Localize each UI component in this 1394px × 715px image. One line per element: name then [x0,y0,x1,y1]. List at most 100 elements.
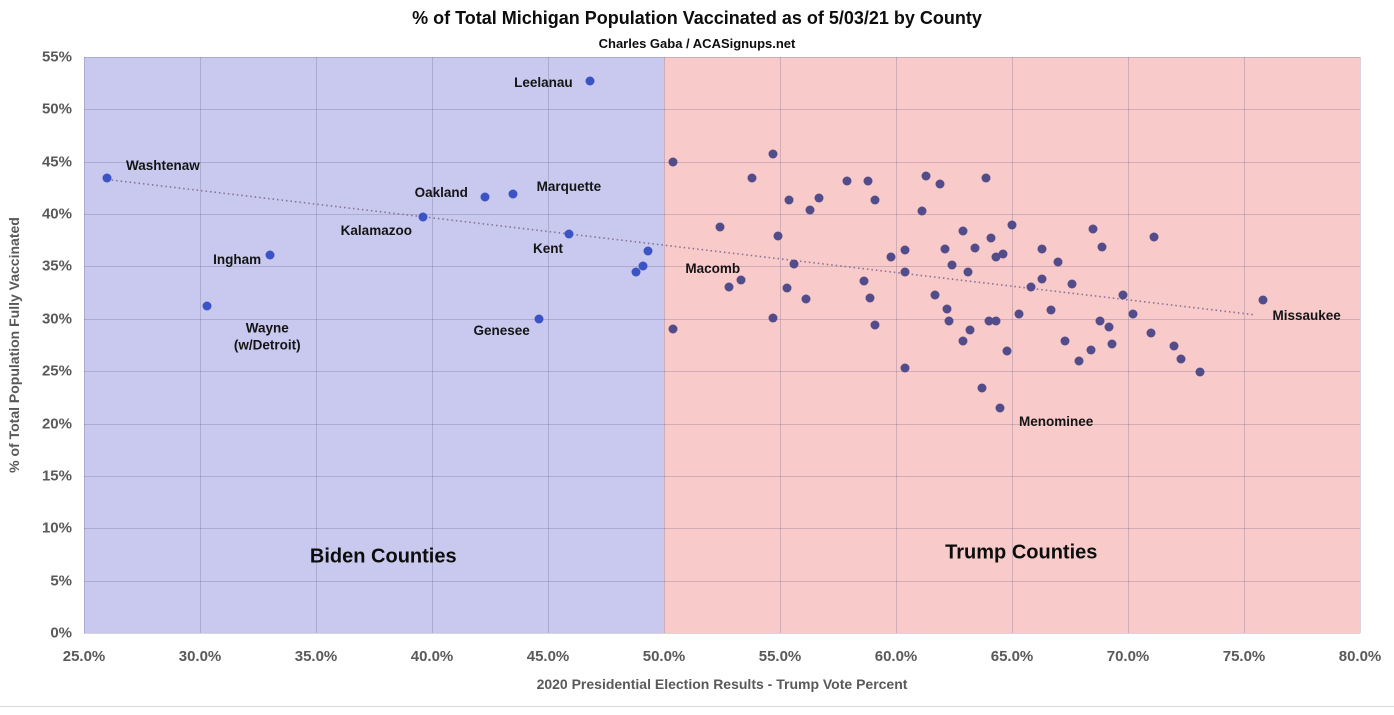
county-label-line: Missaukee [1272,307,1341,323]
scatter-point [942,304,952,314]
county-label-oakland: Oakland [415,184,468,202]
county-label-line: Leelanau [514,75,573,91]
y-axis-title: % of Total Population Fully Vaccinated [6,217,22,473]
gridline-vertical [780,57,781,633]
scatter-point [1060,336,1070,346]
scatter-point [1053,257,1063,267]
gridline-vertical [1128,57,1129,633]
x-axis-title: 2020 Presidential Election Results - Tru… [536,676,908,692]
scatter-point [1037,244,1047,254]
scatter-point [1146,328,1156,338]
scatter-point-marquette [508,189,518,199]
gridline-horizontal [84,423,1360,425]
x-tick-label: 60.0% [874,648,918,665]
x-tick-label: 35.0% [294,648,338,665]
scatter-point [1026,282,1036,292]
scatter-point-missaukee [1258,295,1268,305]
scatter-point [773,231,783,241]
scatter-point [668,157,678,167]
county-label-line: Kent [533,240,563,256]
x-tick-label: 45.0% [526,648,570,665]
county-label-kent: Kent [533,240,563,258]
scatter-point-ingham [265,250,275,260]
gridline-vertical [1244,57,1245,633]
scatter-point [900,363,910,373]
scatter-point [859,276,869,286]
scatter-point [947,260,957,270]
gridline-vertical [316,57,317,633]
scatter-point [715,222,725,232]
county-label-line: Menominee [1018,414,1094,430]
scatter-point [1107,339,1117,349]
scatter-point [958,336,968,346]
scatter-point [958,226,968,236]
county-label-line: Marquette [536,179,602,195]
county-label-wayne-w-detroit: Wayne (w/Detroit) [234,319,301,354]
gridline-horizontal [84,266,1360,268]
scatter-point [870,195,880,205]
region-label-trump-counties: Trump Counties [945,541,1098,564]
gridline-horizontal [84,57,1360,58]
scatter-point-genesee [534,314,544,324]
scatter-point-menominee [995,403,1005,413]
scatter-point [900,267,910,277]
county-label-washtenaw: Washtenaw [126,157,200,175]
scatter-point [805,205,815,215]
y-tick-label: 45% [41,153,72,171]
scatter-point [1037,274,1047,284]
gridline-horizontal [84,528,1360,530]
bottom-divider [0,706,1394,707]
y-tick-label: 20% [41,415,72,433]
county-label-marquette: Marquette [537,178,602,196]
x-tick-label: 30.0% [178,648,222,665]
scatter-point [886,252,896,262]
county-label-ingham: Ingham [213,251,261,269]
scatter-point [986,233,996,243]
x-tick-label: 55.0% [758,648,802,665]
scatter-point [782,283,792,293]
scatter-point [1088,224,1098,234]
scatter-point [1007,220,1017,230]
scatter-point-oakland [480,192,490,202]
scatter-point [930,290,940,300]
gridline-horizontal [84,161,1360,163]
y-tick-label: 50% [41,100,72,118]
scatter-point [842,176,852,186]
scatter-point [1097,242,1107,252]
county-label-kalamazoo: Kalamazoo [341,222,412,240]
county-label-line: Ingham [213,252,262,268]
scatter-point [977,383,987,393]
scatter-point [1086,345,1096,355]
gridline-horizontal [84,475,1360,477]
gridline-vertical [1360,57,1361,633]
scatter-point [1067,279,1077,289]
gridline-vertical [548,57,549,633]
county-label-line: Washtenaw [125,158,200,174]
scatter-point [789,259,799,269]
region-biden-counties [84,57,664,633]
scatter-point [970,243,980,253]
scatter-point [784,195,794,205]
gridline-horizontal [84,633,1360,634]
scatter-point [747,173,757,183]
gridline-horizontal [84,371,1360,373]
chart-title: % of Total Michigan Population Vaccinate… [412,8,982,28]
gridline-vertical [200,57,201,633]
scatter-point [921,171,931,181]
x-tick-label: 80.0% [1338,648,1382,665]
scatter-point [1149,232,1159,242]
x-tick-label: 75.0% [1222,648,1266,665]
scatter-point [1002,346,1012,356]
county-label-line: (w/Detroit) [233,337,301,353]
y-tick-label: 55% [41,48,72,66]
scatter-point [768,149,778,159]
scatter-point [963,267,973,277]
scatter-point [944,316,954,326]
scatter-point [814,193,824,203]
gridline-vertical [664,57,665,633]
y-tick-label: 0% [50,624,72,642]
y-tick-label: 10% [41,519,72,537]
county-label-missaukee: Missaukee [1272,307,1340,325]
x-tick-label: 50.0% [642,648,686,665]
scatter-point [1128,309,1138,319]
